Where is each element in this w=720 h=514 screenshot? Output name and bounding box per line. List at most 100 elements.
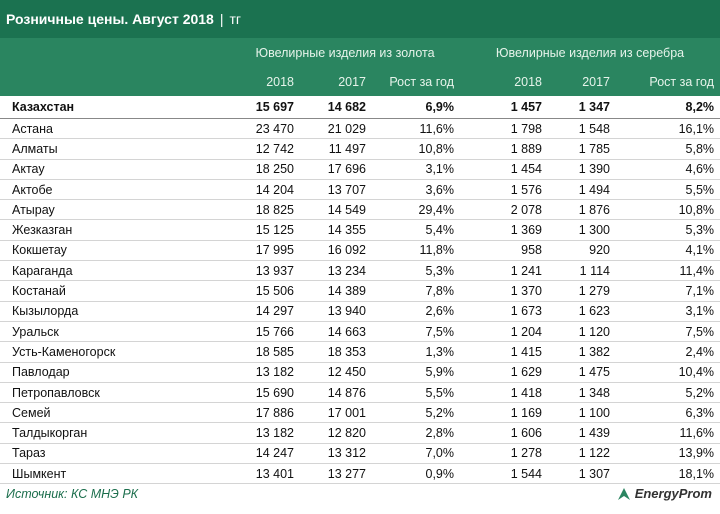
value-cell: 7,8% xyxy=(372,280,460,302)
region-name: Семей xyxy=(0,402,230,424)
value-cell: 18 250 xyxy=(230,159,300,180)
value-cell: 1 785 xyxy=(548,138,616,160)
value-cell: 2,8% xyxy=(372,422,460,444)
value-cell: 1 390 xyxy=(548,159,616,180)
value-cell: 16,1% xyxy=(616,118,720,140)
value-cell: 17 696 xyxy=(300,159,372,180)
value-cell: 5,5% xyxy=(616,179,720,201)
source: Источник: КС МНЭ РК xyxy=(6,487,139,501)
region-name: Уральск xyxy=(0,321,230,343)
value-cell: 1 300 xyxy=(548,219,616,241)
value-cell: 13,9% xyxy=(616,443,720,465)
value-cell: 14 247 xyxy=(230,443,300,465)
table-row: Петропавловск 15 690 14 876 5,5% 1 418 1 348 5… xyxy=(0,382,720,404)
value-cell: 5,8% xyxy=(616,138,720,160)
value-cell: 13 182 xyxy=(230,362,300,383)
value-cell: 15 690 xyxy=(230,382,300,404)
column-header: 2018 xyxy=(230,68,300,96)
value-cell: 11 497 xyxy=(300,138,372,160)
region-name: Караганда xyxy=(0,260,230,282)
value-cell: 1 623 xyxy=(548,301,616,322)
table-row: Караганда 13 937 13 234 5,3% 1 241 1 114 11,4% xyxy=(0,260,720,282)
value-cell: 11,8% xyxy=(372,240,460,262)
value-cell: 1 457 xyxy=(460,96,548,119)
value-cell: 5,2% xyxy=(616,382,720,404)
value-cell: 1,3% xyxy=(372,341,460,363)
region-name: Кызылорда xyxy=(0,301,230,322)
column-header: 2017 xyxy=(300,68,372,96)
region-name: Костанай xyxy=(0,280,230,302)
value-cell: 15 125 xyxy=(230,219,300,241)
value-cell: 12 450 xyxy=(300,362,372,383)
group-header: Ювелирные изделия из золота xyxy=(230,38,460,68)
value-cell: 7,0% xyxy=(372,443,460,465)
value-cell: 18 585 xyxy=(230,341,300,363)
table-row: Актау 18 250 17 696 3,1% 1 454 1 390 4,6% xyxy=(0,159,720,180)
value-cell: 17 995 xyxy=(230,240,300,262)
value-cell: 14 682 xyxy=(300,96,372,119)
value-cell: 1 475 xyxy=(548,362,616,383)
value-cell: 11,6% xyxy=(616,422,720,444)
value-cell: 13 182 xyxy=(230,422,300,444)
value-cell: 1 241 xyxy=(460,260,548,282)
group-header-row: Ювелирные изделия из золота Ювелирные изд… xyxy=(0,38,720,68)
value-cell: 1 548 xyxy=(548,118,616,140)
table-row: Павлодар 13 182 12 450 5,9% 1 629 1 475 10,4% xyxy=(0,362,720,383)
value-cell: 1 606 xyxy=(460,422,548,444)
table-row: Актобе 14 204 13 707 3,6% 1 576 1 494 5,5% xyxy=(0,179,720,201)
value-cell: 1 889 xyxy=(460,138,548,160)
logo-text: EnergyProm xyxy=(634,486,712,501)
region-name: Казахстан xyxy=(0,96,230,119)
value-cell: 14 549 xyxy=(300,199,372,221)
table-row: Алматы 12 742 11 497 10,8% 1 889 1 785 5,8% xyxy=(0,138,720,160)
value-cell: 16 092 xyxy=(300,240,372,262)
value-cell: 14 876 xyxy=(300,382,372,404)
value-cell: 3,6% xyxy=(372,179,460,201)
column-header: Рост за год xyxy=(372,68,460,96)
value-cell: 13 234 xyxy=(300,260,372,282)
region-name: Усть-Каменогорск xyxy=(0,341,230,363)
value-cell: 1 798 xyxy=(460,118,548,140)
separator: | xyxy=(219,11,224,27)
value-cell: 1 169 xyxy=(460,402,548,424)
value-cell: 13 940 xyxy=(300,301,372,322)
value-cell: 5,3% xyxy=(372,260,460,282)
table-row: Шымкент 13 401 13 277 0,9% 1 544 1 307 18,1% xyxy=(0,463,720,485)
value-cell: 1 348 xyxy=(548,382,616,404)
value-cell: 1 122 xyxy=(548,443,616,465)
value-cell: 13 707 xyxy=(300,179,372,201)
value-cell: 14 663 xyxy=(300,321,372,343)
region-name: Павлодар xyxy=(0,362,230,383)
value-cell: 1 100 xyxy=(548,402,616,424)
value-cell: 1 279 xyxy=(548,280,616,302)
region-name: Шымкент xyxy=(0,463,230,485)
value-cell: 6,3% xyxy=(616,402,720,424)
value-cell: 13 277 xyxy=(300,463,372,485)
value-cell: 13 401 xyxy=(230,463,300,485)
value-cell: 1 370 xyxy=(460,280,548,302)
value-cell: 1 204 xyxy=(460,321,548,343)
value-cell: 1 114 xyxy=(548,260,616,282)
region-name: Жезказган xyxy=(0,219,230,241)
value-cell: 5,2% xyxy=(372,402,460,424)
region-name: Талдыкорган xyxy=(0,422,230,444)
value-cell: 7,5% xyxy=(372,321,460,343)
value-cell: 7,1% xyxy=(616,280,720,302)
value-cell: 1 494 xyxy=(548,179,616,201)
value-cell: 0,9% xyxy=(372,463,460,485)
value-cell: 14 355 xyxy=(300,219,372,241)
region-name: Актау xyxy=(0,159,230,180)
value-cell: 1 454 xyxy=(460,159,548,180)
value-cell: 18 825 xyxy=(230,199,300,221)
value-cell: 13 312 xyxy=(300,443,372,465)
value-cell: 5,3% xyxy=(616,219,720,241)
value-cell: 17 886 xyxy=(230,402,300,424)
value-cell: 920 xyxy=(548,240,616,262)
value-cell: 1 439 xyxy=(548,422,616,444)
value-cell: 18,1% xyxy=(616,463,720,485)
value-cell: 14 389 xyxy=(300,280,372,302)
value-cell: 6,9% xyxy=(372,96,460,119)
table-row: Костанай 15 506 14 389 7,8% 1 370 1 279 7,1% xyxy=(0,280,720,302)
value-cell: 2,4% xyxy=(616,341,720,363)
title-bar: Розничные цены. Август 2018 | тг xyxy=(0,0,720,38)
